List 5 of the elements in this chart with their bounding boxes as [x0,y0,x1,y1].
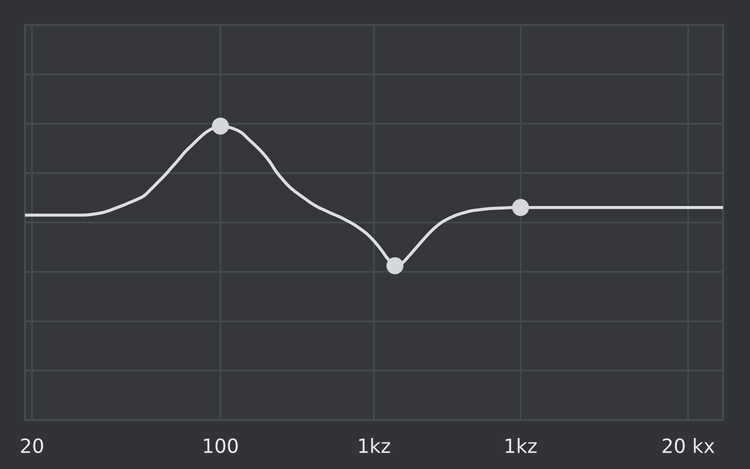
x-tick-label: 20 kx [662,438,714,454]
x-tick-label: 1kz [359,438,390,453]
x-tick-label: 1kz [506,438,537,453]
x-tick-label: 20 [21,438,44,454]
x-tick-label: 100 [204,438,238,454]
